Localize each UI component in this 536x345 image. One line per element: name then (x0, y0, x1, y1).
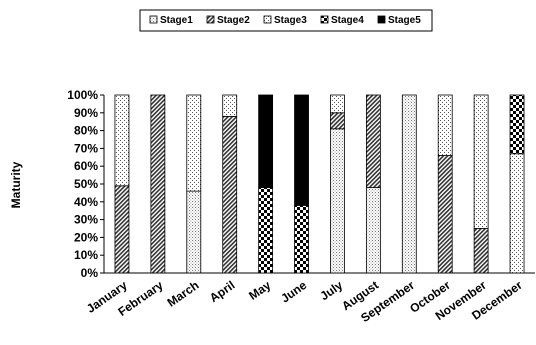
legend-label: Stage2 (217, 15, 250, 26)
legend-swatch (149, 15, 158, 24)
bar-segment-stage2 (114, 185, 130, 274)
y-tick-label: 40% (74, 195, 98, 209)
bar-segment-stage5 (294, 94, 309, 206)
bar-segment-stage3 (437, 94, 453, 156)
bar-segment-stage3 (222, 94, 238, 117)
axes (103, 95, 535, 274)
legend-swatch (320, 15, 329, 24)
x-tick-label: May (246, 278, 273, 303)
bar-segment-stage2 (473, 228, 489, 274)
bar-segment-stage3 (509, 153, 525, 274)
legend-swatch (263, 15, 272, 24)
legend-label: Stage3 (274, 15, 307, 26)
bar-segment-stage2 (150, 94, 166, 274)
bar-segment-stage4 (258, 187, 274, 274)
bar-segment-stage2 (330, 112, 345, 130)
y-tick-label: 50% (74, 177, 98, 191)
legend-swatch (377, 15, 386, 24)
y-axis-ticks: 0% 10% 20% 30% 40% 50% 60% 70% 80% 90% 100% (67, 88, 104, 280)
bar-segment-stage3 (186, 94, 202, 192)
bar-segment-stage2 (222, 115, 238, 274)
x-tick-label: June (278, 278, 309, 306)
y-tick-label: 20% (74, 230, 98, 244)
bar-segment-stage5 (258, 94, 274, 188)
bar-segment-stage1 (401, 94, 417, 274)
legend-label: Stage1 (160, 15, 193, 26)
bar-segment-stage3 (330, 94, 345, 114)
bar-segment-stage1 (186, 190, 202, 274)
y-tick-label: 100% (67, 88, 98, 102)
x-tick-label: March (165, 278, 202, 310)
y-tick-label: 60% (74, 159, 98, 173)
legend-swatch (206, 15, 215, 24)
bar-segment-stage3 (114, 94, 130, 187)
legend: Stage1 Stage2 Stage3 Stage4 Stage5 (139, 9, 433, 32)
y-axis-title: Maturity (9, 161, 23, 208)
bar-segment-stage2 (437, 155, 453, 274)
legend-label: Stage4 (331, 15, 364, 26)
bar-segment-stage1 (330, 128, 345, 274)
bars (114, 94, 525, 274)
y-tick-label: 30% (74, 213, 98, 227)
bar-segment-stage4 (509, 94, 525, 155)
y-tick-label: 80% (74, 124, 98, 138)
bar-segment-stage3 (473, 94, 489, 229)
y-tick-label: 90% (74, 106, 98, 120)
y-tick-label: 10% (74, 248, 98, 262)
bar-segment-stage1 (365, 187, 381, 274)
bar-segment-stage2 (365, 94, 381, 188)
legend-frame (139, 9, 433, 32)
y-tick-label: 70% (74, 141, 98, 155)
bar-segment-stage4 (294, 204, 309, 274)
x-tick-label: April (207, 278, 237, 305)
y-tick-label: 0% (81, 266, 99, 280)
legend-label: Stage5 (388, 15, 421, 26)
